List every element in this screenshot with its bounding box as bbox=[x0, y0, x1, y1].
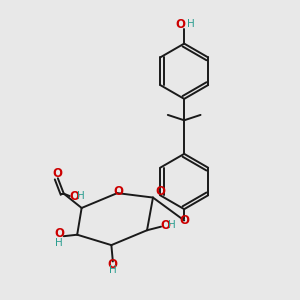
Text: O: O bbox=[113, 185, 123, 198]
Text: O: O bbox=[179, 214, 189, 227]
Text: O: O bbox=[69, 190, 79, 202]
Text: O: O bbox=[53, 167, 63, 180]
Text: O: O bbox=[155, 184, 165, 197]
Text: O: O bbox=[175, 18, 185, 31]
Text: H: H bbox=[168, 220, 176, 230]
Text: O: O bbox=[54, 227, 64, 240]
Text: H: H bbox=[56, 238, 63, 248]
Text: H: H bbox=[109, 266, 117, 275]
Text: H: H bbox=[77, 191, 85, 201]
Text: O: O bbox=[160, 219, 170, 232]
Text: O: O bbox=[108, 258, 118, 271]
Text: H: H bbox=[187, 19, 195, 29]
